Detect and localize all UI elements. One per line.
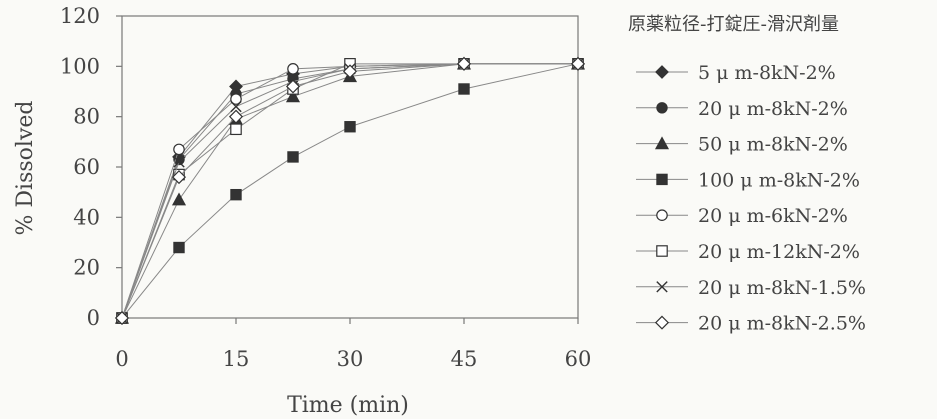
series-6 [116, 58, 584, 324]
y-tick-label: 100 [60, 54, 100, 78]
y-axis-label: % Dissolved [13, 101, 38, 236]
data-point [230, 188, 242, 201]
y-tick-label: 80 [73, 105, 100, 129]
series-layer [114, 56, 586, 326]
legend-label: 20 μ m-8kN-2% [698, 98, 848, 120]
legend-label: 20 μ m-12kN-2% [698, 241, 860, 263]
legend-label: 50 μ m-8kN-2% [698, 134, 848, 156]
legend-item: 20 μ m-8kN-2% [636, 98, 848, 120]
data-point [173, 143, 185, 156]
data-point [171, 170, 187, 185]
legend-marker [654, 136, 670, 150]
series-5 [116, 58, 584, 324]
legend-marker [656, 102, 668, 114]
legend-item: 20 μ m-8kN-2.5% [636, 313, 866, 335]
data-point [173, 156, 185, 168]
legend-item: 20 μ m-12kN-2% [636, 241, 860, 263]
series-line [121, 63, 578, 319]
legend-label: 20 μ m-8kN-1.5% [698, 277, 866, 299]
data-point [230, 123, 242, 136]
series-line [121, 63, 579, 319]
legend-label: 5 μ m-8kN-2% [698, 62, 836, 84]
legend-marker [656, 209, 668, 221]
legend-marker [656, 245, 668, 257]
x-tick-label: 60 [565, 347, 592, 371]
data-point [342, 64, 358, 79]
y-tick-label: 20 [73, 256, 100, 280]
data-point [114, 310, 130, 326]
x-tick-label: 45 [451, 347, 478, 371]
data-point [570, 56, 586, 71]
series-7 [116, 58, 584, 324]
legend-label: 20 μ m-6kN-2% [698, 205, 848, 227]
series-line [121, 63, 578, 319]
x-axis-label: Time (min) [287, 393, 409, 418]
y-tick-label: 0 [87, 306, 100, 330]
series-3 [114, 56, 586, 324]
series-1 [115, 56, 585, 325]
legend-marker [654, 315, 670, 330]
y-axis-ticks: 0 20 40 60 80 100 120 [60, 4, 122, 330]
legend-label: 100 μ m-8kN-2% [698, 169, 860, 191]
data-point [173, 241, 185, 254]
y-tick-label: 120 [60, 4, 100, 28]
x-tick-label: 30 [337, 347, 364, 371]
data-point [230, 93, 242, 105]
data-point [285, 79, 301, 94]
series-line [121, 63, 578, 319]
legend-marker [656, 173, 668, 186]
legend-marker [656, 281, 668, 293]
series-line [121, 63, 578, 319]
x-axis-ticks: 0 15 30 45 60 [115, 318, 591, 371]
legend: 原薬粒径-打錠圧-滑沢剤量 5 μ m-8kN-2% 20 μ m-8kN-2% 5… [628, 14, 866, 335]
series-line [121, 63, 578, 319]
legend-item: 50 μ m-8kN-2% [636, 134, 848, 156]
data-point [287, 63, 299, 75]
legend-item: 20 μ m-8kN-1.5% [636, 277, 866, 299]
series-4 [116, 58, 584, 324]
series-line [121, 63, 578, 319]
legend-label: 20 μ m-8kN-2.5% [698, 313, 866, 335]
series-2 [116, 58, 584, 324]
legend-marker [655, 65, 669, 79]
data-point [230, 100, 242, 113]
y-tick-label: 40 [73, 205, 100, 229]
legend-title: 原薬粒径-打錠圧-滑沢剤量 [628, 14, 839, 35]
data-point [344, 121, 356, 133]
data-point [228, 109, 244, 124]
x-tick-label: 0 [115, 347, 128, 371]
data-point [456, 56, 472, 71]
legend-item: 20 μ m-6kN-2% [636, 205, 848, 227]
y-tick-label: 60 [73, 155, 100, 179]
legend-item: 5 μ m-8kN-2% [636, 62, 836, 84]
series-8 [114, 56, 586, 326]
data-point [171, 192, 187, 206]
data-point [287, 151, 299, 163]
data-point [458, 83, 470, 95]
legend-item: 100 μ m-8kN-2% [636, 169, 860, 191]
data-point [285, 89, 301, 103]
x-tick-label: 15 [223, 347, 250, 371]
series-line [121, 63, 578, 319]
